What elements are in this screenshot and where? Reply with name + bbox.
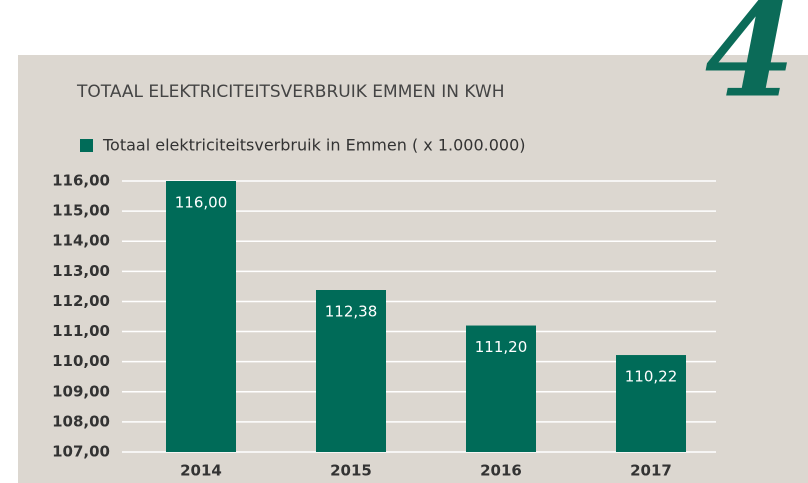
value-label: 111,20 (475, 338, 528, 356)
bar (166, 181, 236, 452)
value-label: 116,00 (175, 194, 228, 212)
x-tick-label: 2015 (330, 462, 372, 480)
x-tick-label: 2017 (630, 462, 672, 480)
y-tick-label: 116,00 (52, 172, 110, 190)
y-tick-label: 108,00 (52, 412, 110, 430)
legend-label: Totaal elektriciteitsverbruik in Emmen (… (102, 136, 526, 155)
y-tick-label: 109,00 (52, 382, 110, 400)
chart-title: TOTAAL ELEKTRICITEITSVERBRUIK EMMEN IN K… (76, 82, 505, 102)
value-label: 112,38 (325, 303, 378, 321)
x-tick-label: 2016 (480, 462, 522, 480)
page-number: 4 (705, 0, 795, 127)
panel (18, 55, 808, 483)
bar (466, 325, 536, 452)
bar (616, 355, 686, 452)
y-tick-label: 112,00 (52, 292, 110, 310)
y-tick-label: 115,00 (52, 202, 110, 220)
bar (316, 290, 386, 452)
value-label: 110,22 (625, 368, 678, 386)
y-tick-label: 107,00 (52, 443, 110, 461)
y-tick-label: 113,00 (52, 262, 110, 280)
y-tick-label: 111,00 (52, 322, 110, 340)
x-tick-label: 2014 (180, 462, 222, 480)
y-tick-label: 114,00 (52, 232, 110, 250)
legend-swatch (80, 139, 93, 152)
y-tick-label: 110,00 (52, 352, 110, 370)
